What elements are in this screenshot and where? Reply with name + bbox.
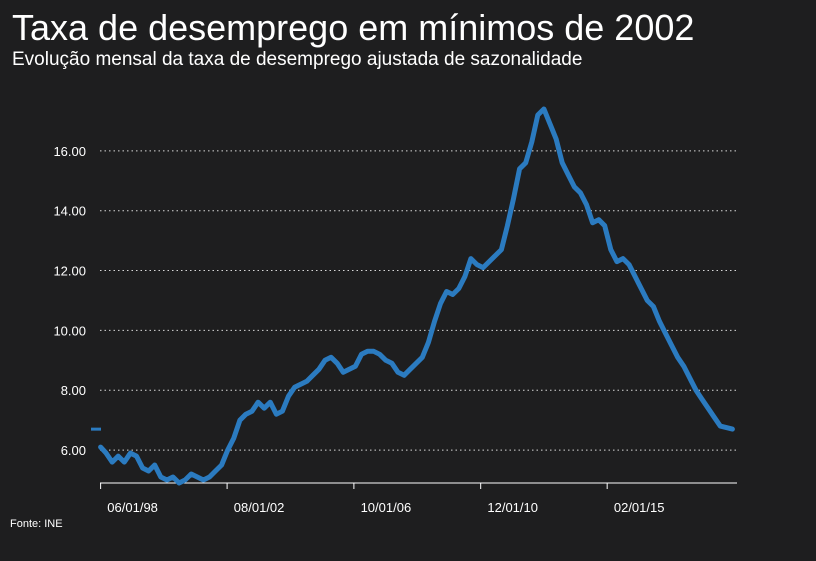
x-tick-label: 02/01/15 [614, 500, 665, 515]
y-tick-label: 8.00 [61, 383, 86, 398]
x-tick-label: 12/01/10 [487, 500, 538, 515]
y-axis-tick-labels: 6.00 8.00 10.00 12.00 14.00 16.00 [53, 144, 86, 458]
x-axis-ticks: 06/01/98 08/01/02 10/01/06 12/01/10 02/01/15 [100, 483, 665, 515]
x-tick-label: 10/01/06 [361, 500, 412, 515]
source-note: Fonte: INE [10, 518, 63, 530]
x-tick-label: 08/01/02 [234, 500, 285, 515]
y-tick-label: 14.00 [53, 204, 86, 219]
y-tick-label: 6.00 [61, 443, 86, 458]
chart-subtitle: Evolução mensal da taxa de desemprego aj… [12, 49, 583, 70]
series-layer [98, 106, 735, 486]
x-tick-label: 06/01/98 [107, 500, 158, 515]
gridlines [100, 150, 737, 451]
y-tick-label: 16.00 [53, 144, 86, 159]
series-line-0 [98, 106, 735, 486]
y-tick-label: 10.00 [53, 323, 86, 338]
y-tick-label: 12.00 [53, 264, 86, 279]
chart-title: Taxa de desemprego em mínimos de 2002 [12, 7, 695, 48]
